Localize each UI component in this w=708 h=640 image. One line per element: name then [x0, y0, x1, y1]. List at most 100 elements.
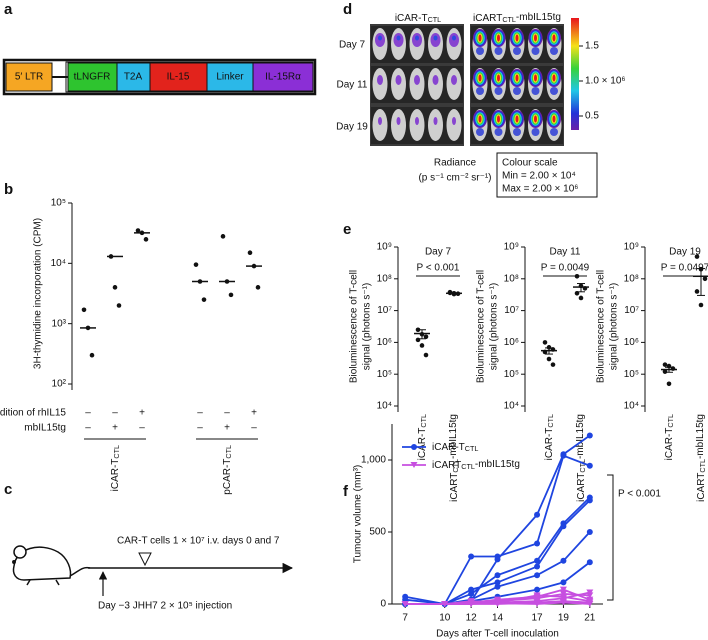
data-point [586, 432, 593, 439]
x-tick-label-part: CTL [666, 414, 675, 428]
signal [494, 128, 503, 136]
signal [415, 35, 419, 41]
construct-frame [2, 58, 317, 96]
y-tick-label: 10⁷ [504, 305, 519, 316]
data-point [494, 600, 501, 607]
y-tick-label: 10⁶ [504, 337, 519, 348]
signal [414, 75, 420, 85]
mouse-feet [26, 579, 60, 586]
data-point [116, 303, 122, 308]
data-point [135, 228, 141, 233]
signal [451, 75, 457, 85]
data-point [201, 297, 207, 302]
data-point [468, 553, 475, 560]
timeline: CAR-T cells 1 × 10⁷ i.v. days 0 and 7 Da… [12, 536, 294, 612]
data-point [550, 362, 556, 367]
signal [377, 75, 383, 85]
data-point [534, 511, 541, 518]
data-point [666, 381, 672, 387]
scale-box [496, 152, 598, 198]
x-tick-label-part: -mbIL15tg [575, 414, 586, 459]
group-label-part: pCAR-T [222, 459, 233, 495]
column-label: iCAR-TCTL [395, 13, 441, 24]
legend-label-part: CTL [465, 444, 479, 453]
x-tick-label-part: iCAR-T [417, 428, 428, 461]
data-point [494, 556, 501, 563]
data-point [494, 579, 501, 586]
data-point [533, 592, 541, 599]
radiance-label: Radiance [434, 158, 477, 169]
signal [531, 128, 540, 136]
y-tick-label: 10⁴ [504, 401, 519, 412]
signal [497, 34, 500, 42]
x-tick-label: 7 [402, 613, 408, 624]
signal [513, 87, 521, 95]
legend-label-part: iCART [432, 460, 461, 471]
y-tick-label: 10⁸ [377, 273, 392, 284]
chart-title: Day 19 [669, 247, 701, 258]
signal [395, 75, 402, 85]
condition-sign: – [197, 423, 203, 434]
data-point [559, 599, 567, 606]
y-tick-label: 10⁷ [624, 305, 639, 316]
data-point [143, 237, 149, 242]
y-tick-label: 10⁴ [377, 401, 392, 412]
legend-marker [410, 462, 418, 468]
condition-sign: + [224, 423, 230, 434]
data-point [586, 589, 594, 596]
x-tick-label: iCARTCTL-mbIL15tg [575, 414, 587, 502]
signal [552, 74, 556, 82]
signal [494, 47, 503, 55]
data-point [586, 559, 593, 566]
y-tick-label: 1,000 [361, 455, 386, 466]
group-label-part: CTL [112, 445, 121, 459]
data-point [534, 586, 541, 593]
chart-title: Day 11 [550, 247, 581, 258]
y-tick-label: 10⁸ [624, 273, 639, 284]
x-tick-label-part: -mbIL15tg [695, 414, 706, 459]
data-point [89, 352, 95, 358]
mouse-body [12, 546, 72, 581]
segment-label: 5′ LTR [15, 72, 43, 83]
segment-label: T2A [124, 72, 143, 83]
signal [550, 47, 558, 55]
y-axis-label: signal (photons s⁻¹) [489, 283, 500, 371]
data-point [467, 600, 475, 607]
data-point [534, 540, 541, 547]
data-point [247, 250, 253, 256]
y-tick-label: 10⁹ [377, 242, 392, 253]
segment-label: Linker [216, 72, 244, 83]
x-tick-label-part: -mbIL15tg [448, 414, 459, 459]
legend-label-part: iCAR-T [432, 442, 465, 453]
y-axis-label: Bioluminescence of T-cell [476, 270, 487, 383]
signal [396, 117, 401, 125]
data-point [662, 362, 668, 367]
data-point [401, 601, 409, 607]
signal [550, 128, 558, 136]
signal [476, 87, 484, 95]
y-tick-label: 0 [380, 599, 386, 610]
x-tick-label: iCARTCTL-mbIL15tg [695, 414, 707, 502]
injection-marker [138, 552, 152, 567]
signal [497, 115, 500, 123]
x-tick-label: 12 [466, 613, 478, 624]
condition-sign: + [251, 408, 257, 419]
chart-title: Day 7 [425, 247, 452, 258]
column-label-part: iCART [473, 13, 502, 24]
imaging: Radiance (p s⁻¹ cm⁻² sr⁻¹) Colour scale … [336, 18, 598, 198]
data-point [694, 254, 700, 259]
p-value: P < 0.001 [417, 263, 460, 274]
scale-box-text: Max = 2.00 × 10⁶ [502, 184, 578, 195]
p-value: P = 0.0497 [661, 263, 708, 274]
panel-label: c [4, 481, 12, 498]
signal [550, 87, 558, 95]
data-point [534, 572, 541, 579]
column-label-part: CTL [502, 15, 516, 24]
x-tick-label-part: CTL [546, 414, 555, 428]
segment-label: IL-15Rα [265, 72, 301, 83]
signal [515, 74, 519, 82]
day-label: Day 7 [339, 40, 366, 51]
condition-sign: – [197, 408, 203, 419]
data-point [534, 563, 541, 570]
